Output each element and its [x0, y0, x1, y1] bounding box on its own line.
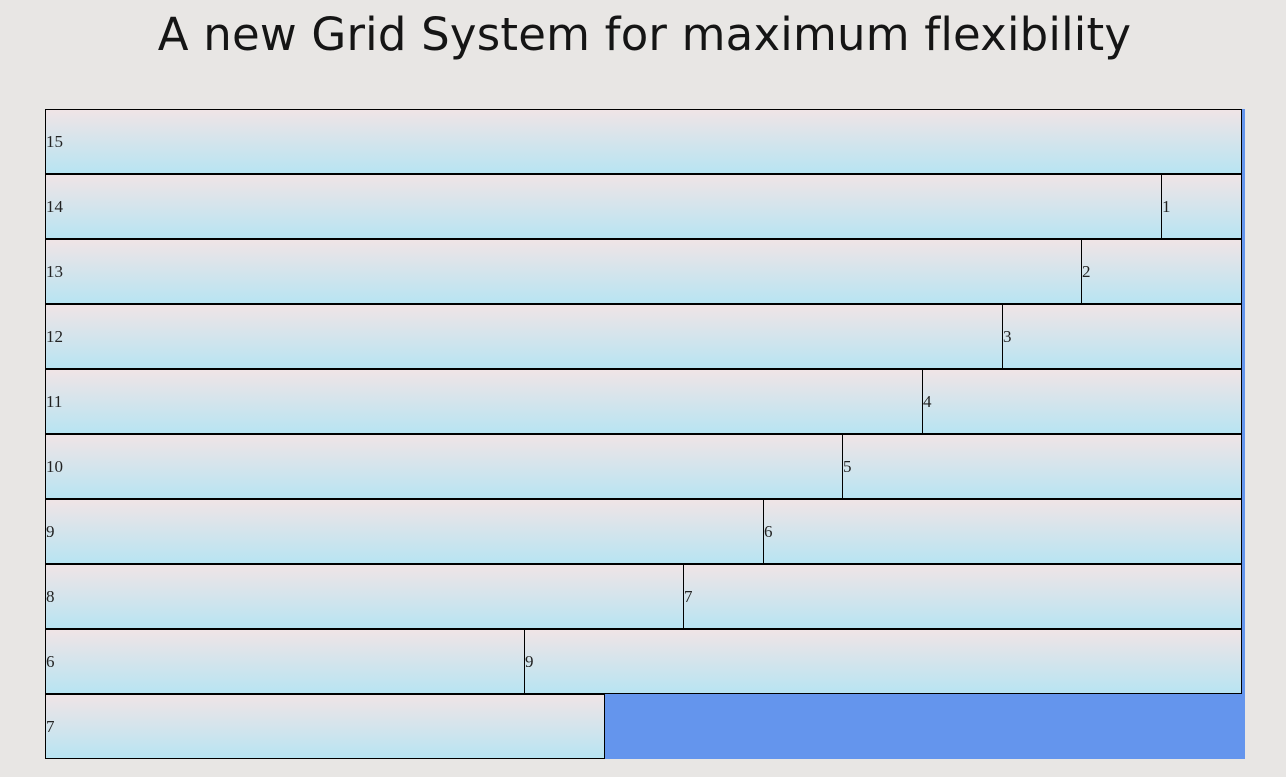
- grid-cell-label: 12: [46, 326, 63, 346]
- grid-cell-label: 3: [1003, 326, 1012, 346]
- grid-cell-span-10: 10: [45, 434, 843, 499]
- grid-cell-label: 10: [46, 456, 63, 476]
- grid-container: 15 14 1 13 2 12 3 11 4 10 5 9 6 8 7 6 9 7: [45, 109, 1245, 759]
- grid-row: 13 2: [45, 239, 1245, 304]
- grid-cell-label: 5: [843, 456, 852, 476]
- grid-cell-label: 2: [1082, 261, 1091, 281]
- grid-cell-span-9: 9: [45, 499, 764, 564]
- grid-cell-label: 15: [46, 131, 63, 151]
- grid-row: 10 5: [45, 434, 1245, 499]
- grid-cell-label: 8: [46, 586, 55, 606]
- grid-cell-label: 9: [525, 651, 534, 671]
- grid-cell-label: 11: [46, 391, 63, 411]
- grid-row: 14 1: [45, 174, 1245, 239]
- grid-cell-label: 4: [923, 391, 932, 411]
- grid-cell-label: 7: [684, 586, 693, 606]
- grid-cell-span-12: 12: [45, 304, 1003, 369]
- grid-cell-label: 7: [46, 716, 55, 736]
- grid-row: 7: [45, 694, 1245, 759]
- grid-cell-label: 1: [1162, 196, 1171, 216]
- grid-cell-span-6: 6: [45, 629, 525, 694]
- grid-cell-span-6: 6: [763, 499, 1242, 564]
- grid-row: 11 4: [45, 369, 1245, 434]
- grid-cell-span-14: 14: [45, 174, 1162, 239]
- grid-cell-span-5: 5: [842, 434, 1242, 499]
- grid-cell-span-7: 7: [45, 694, 605, 759]
- grid-cell-span-15: 15: [45, 109, 1242, 174]
- grid-cell-span-11: 11: [45, 369, 923, 434]
- grid-cell-label: 13: [46, 261, 63, 281]
- grid-cell-span-2: 2: [1081, 239, 1242, 304]
- grid-cell-label: 14: [46, 196, 63, 216]
- page-title: A new Grid System for maximum flexibilit…: [157, 8, 1132, 61]
- grid-cell-span-7: 7: [683, 564, 1242, 629]
- grid-cell-span-8: 8: [45, 564, 684, 629]
- grid-cell-span-9: 9: [524, 629, 1242, 694]
- grid-cell-span-4: 4: [922, 369, 1242, 434]
- grid-cell-label: 6: [46, 651, 55, 671]
- grid-cell-span-13: 13: [45, 239, 1082, 304]
- grid-cell-span-1: 1: [1161, 174, 1242, 239]
- grid-row: 12 3: [45, 304, 1245, 369]
- grid-cell-span-3: 3: [1002, 304, 1242, 369]
- grid-cell-label: 9: [46, 521, 55, 541]
- grid-cell-label: 6: [764, 521, 773, 541]
- grid-row: 15: [45, 109, 1245, 174]
